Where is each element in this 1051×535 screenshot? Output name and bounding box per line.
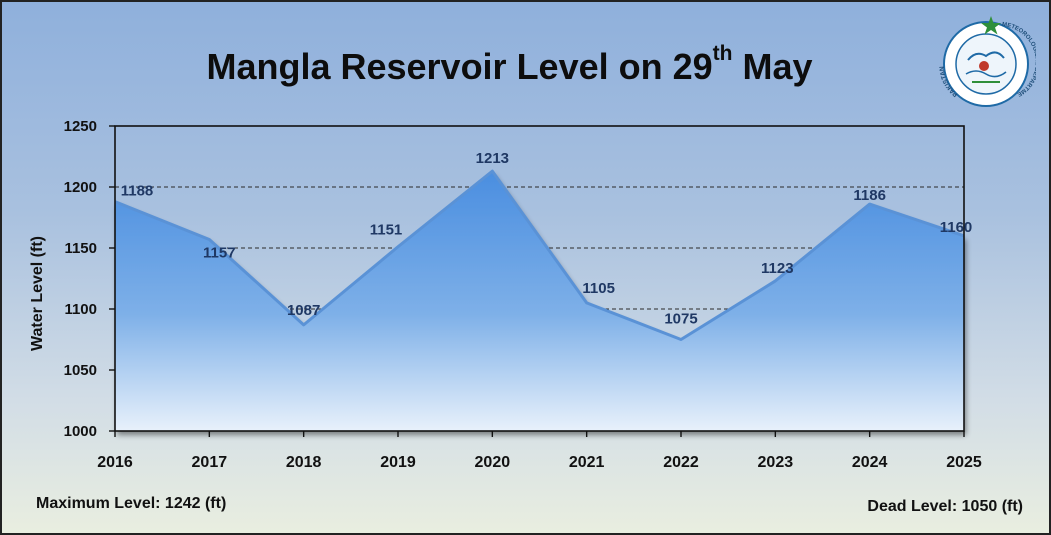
data-label: 1075 — [664, 311, 697, 328]
plot-area-border — [114, 125, 965, 432]
data-label: 1160 — [940, 219, 973, 236]
data-label: 1105 — [582, 280, 615, 297]
x-tick-label: 2022 — [663, 454, 699, 471]
y-tick-label: 1100 — [64, 301, 97, 318]
x-tick-label: 2024 — [852, 454, 888, 471]
area-series-line — [114, 169, 965, 341]
x-tick-label: 2016 — [97, 454, 133, 471]
pmd-logo-icon: PAKISTAN METEOROLOGICAL DEPARTMENT — [936, 12, 1036, 107]
area-series — [115, 171, 964, 431]
data-label: 1151 — [370, 222, 403, 239]
y-tick-label: 1150 — [64, 240, 97, 257]
y-tick-label: 1250 — [64, 118, 97, 135]
y-tick-label: 1200 — [64, 179, 97, 196]
data-label: 1123 — [761, 260, 794, 277]
x-tick-label: 2019 — [380, 454, 416, 471]
x-tick-label: 2017 — [192, 454, 228, 471]
x-tick-label: 2025 — [946, 454, 982, 471]
data-label: 1157 — [203, 244, 236, 261]
y-axis-title: Water Level (ft) — [29, 236, 46, 351]
dead-level-note: Dead Level: 1050 (ft) — [867, 498, 1023, 515]
data-label: 1087 — [287, 302, 320, 319]
y-tick-label: 1050 — [64, 362, 97, 379]
chart-title: Mangla Reservoir Level on 29th May — [206, 42, 813, 87]
x-tick-label: 2018 — [286, 454, 322, 471]
x-tick-label: 2021 — [569, 454, 605, 471]
data-label: 1188 — [121, 183, 154, 200]
maximum-level-note: Maximum Level: 1242 (ft) — [36, 495, 227, 512]
y-tick-label: 1000 — [64, 423, 97, 440]
data-label: 1186 — [853, 187, 886, 204]
x-tick-label: 2020 — [475, 454, 511, 471]
x-tick-label: 2023 — [758, 454, 794, 471]
data-label: 1213 — [476, 150, 509, 167]
